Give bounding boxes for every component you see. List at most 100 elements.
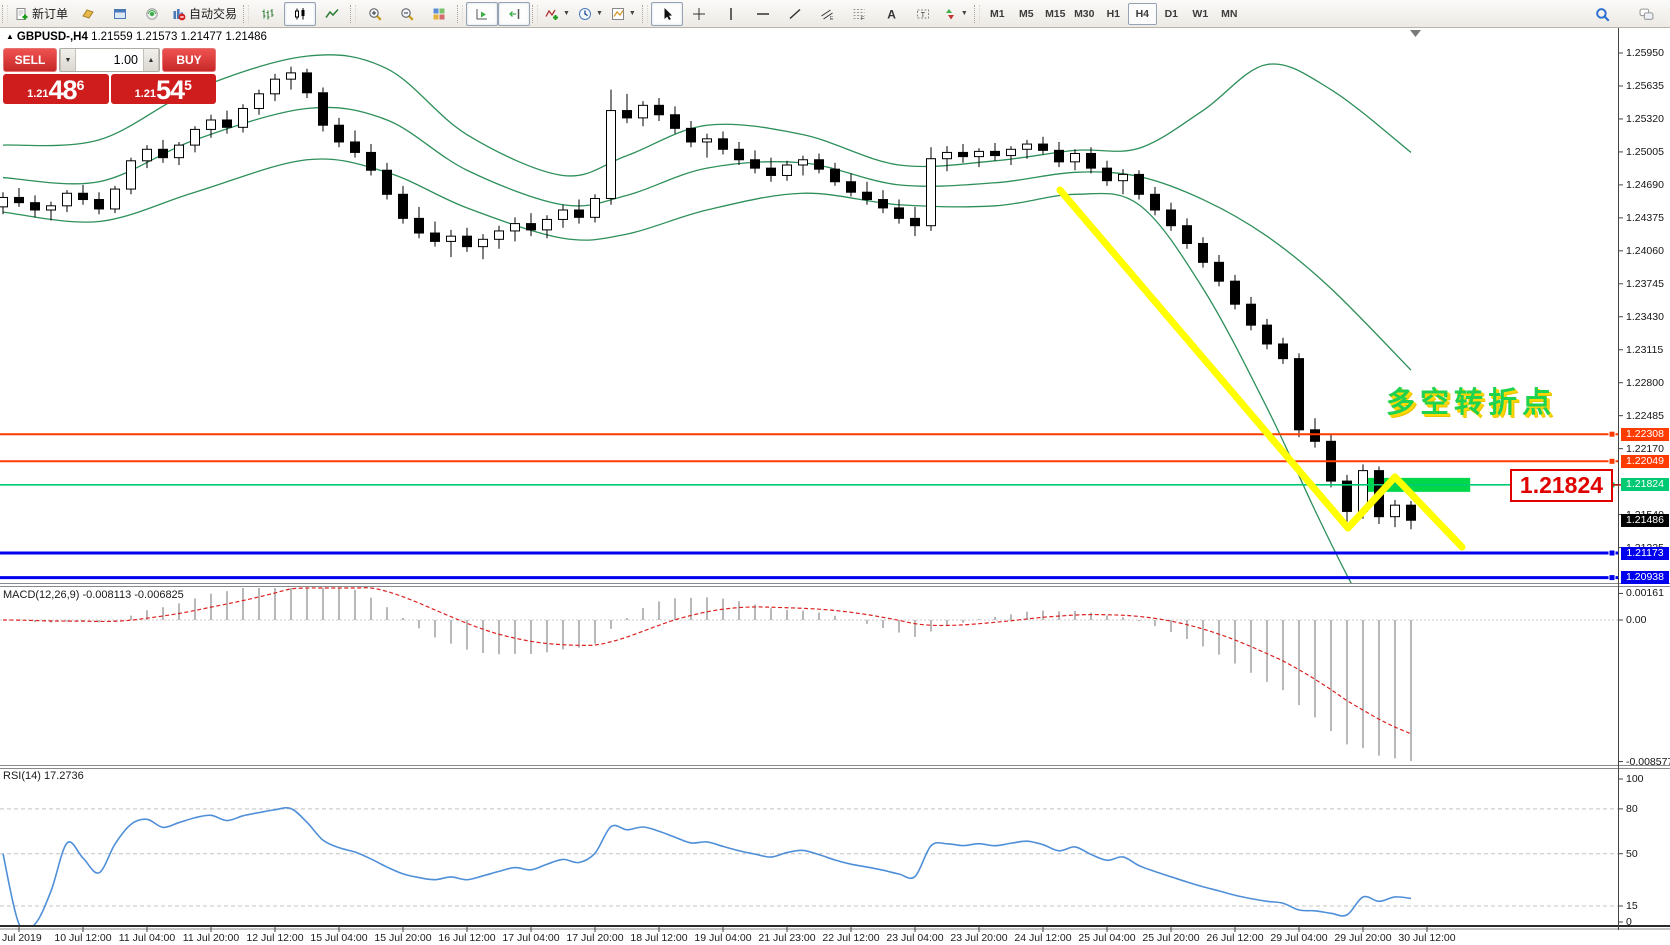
search-button[interactable] bbox=[1586, 2, 1618, 26]
tile-windows-icon bbox=[432, 7, 446, 21]
buy-button[interactable]: BUY bbox=[162, 48, 216, 72]
bollinger-lower bbox=[2, 158, 1352, 583]
periods-dropdown-arrow[interactable]: ▼ bbox=[595, 10, 603, 17]
vertical-line-button[interactable] bbox=[715, 2, 747, 26]
profiles-button[interactable] bbox=[72, 2, 104, 26]
text-label-icon: T bbox=[916, 7, 930, 21]
price-tag: 1.21486 bbox=[1621, 513, 1669, 527]
sell-button[interactable]: SELL bbox=[3, 48, 57, 72]
time-axis-label: 23 Jul 20:00 bbox=[950, 932, 1008, 944]
shapes-dropdown-arrow[interactable]: ▼ bbox=[960, 10, 968, 17]
toolbar-separator bbox=[2, 4, 8, 23]
text-label-button[interactable]: T bbox=[907, 2, 939, 26]
rsi-axis-label: 0 bbox=[1626, 916, 1632, 928]
line-chart-icon bbox=[325, 7, 339, 21]
tile-windows-button[interactable] bbox=[423, 2, 455, 26]
rsi-indicator-label: RSI(14) 17.2736 bbox=[3, 770, 84, 782]
channel-button[interactable]: E bbox=[811, 2, 843, 26]
trendline-object[interactable] bbox=[1056, 186, 1352, 532]
candle-chart-button[interactable] bbox=[284, 1, 317, 26]
timeframe-mn-button[interactable]: MN bbox=[1221, 7, 1238, 20]
chart-shift-marker[interactable] bbox=[1410, 30, 1421, 37]
one-click-collapse-arrow[interactable]: ▲ bbox=[6, 32, 14, 41]
time-axis-label: 22 Jul 12:00 bbox=[822, 932, 880, 944]
fibonacci-button[interactable]: F bbox=[843, 2, 875, 26]
cursor-button[interactable] bbox=[650, 1, 683, 26]
timeframe-m15-button[interactable]: M15 bbox=[1045, 7, 1066, 20]
timeframe-m1-button[interactable]: M1 bbox=[989, 7, 1005, 20]
time-axis-label: 24 Jul 12:00 bbox=[1014, 932, 1072, 944]
time-axis-label: 18 Jul 12:00 bbox=[630, 932, 688, 944]
templates-dropdown-arrow[interactable]: ▼ bbox=[628, 10, 636, 17]
indicators-icon bbox=[545, 7, 559, 21]
symbol-period-label: GBPUSD-,H4 bbox=[16, 31, 88, 43]
auto-scroll-button[interactable] bbox=[466, 1, 499, 26]
buy-price-display[interactable]: 1.21 54 5 bbox=[110, 74, 216, 105]
timeframe-h4-button[interactable]: H4 bbox=[1127, 2, 1157, 25]
buy-price-pips: 54 bbox=[156, 75, 185, 105]
profiles-icon bbox=[81, 7, 95, 21]
price-callout-box[interactable]: 1.21824 bbox=[1510, 469, 1613, 502]
zoom-in-button[interactable] bbox=[359, 2, 391, 26]
rsi-axis-label: 80 bbox=[1626, 802, 1638, 815]
line-chart-button[interactable] bbox=[316, 2, 348, 26]
chat-button[interactable] bbox=[1630, 2, 1662, 26]
chart-shift-button[interactable] bbox=[498, 1, 531, 26]
sell-price-prefix: 1.21 bbox=[27, 88, 49, 100]
macd-axis-label: -0.008577 bbox=[1626, 755, 1670, 768]
shapes-button[interactable]: ▼ bbox=[939, 2, 972, 26]
signals-button[interactable] bbox=[136, 2, 168, 26]
turning-point-annotation[interactable]: 多空转折点 bbox=[1386, 387, 1557, 419]
timeframe-m30-button[interactable]: M30 bbox=[1074, 7, 1095, 20]
timeframe-w1-button[interactable]: W1 bbox=[1192, 7, 1209, 20]
templates-button[interactable]: ▼ bbox=[607, 2, 640, 26]
line-anchor-marker bbox=[1608, 549, 1616, 557]
volume-increase-button[interactable]: ▲ bbox=[143, 49, 159, 71]
periods-button[interactable]: ▼ bbox=[574, 2, 607, 26]
yellow-trendlines bbox=[1056, 186, 1466, 551]
time-axis-label: 17 Jul 04:00 bbox=[502, 932, 560, 944]
trendline-button[interactable] bbox=[779, 2, 811, 26]
trendline-object[interactable] bbox=[1391, 473, 1466, 551]
time-axis-label: Jul 2019 bbox=[2, 932, 42, 944]
time-axis-label: 29 Jul 20:00 bbox=[1334, 932, 1392, 944]
sell-price-point: 6 bbox=[76, 77, 85, 93]
horizontal-line-button[interactable] bbox=[747, 2, 779, 26]
toolbar: 新订单 自动交易 ▼ ▼ ▼ E F A T ▼ M1 M5 M15 M30 H1 H4 D1 W1 MN bbox=[0, 0, 1670, 28]
text-button[interactable]: A bbox=[875, 2, 907, 26]
rsi-axis-label: 100 bbox=[1626, 773, 1644, 785]
price-axis-label: 1.25320 bbox=[1626, 112, 1664, 125]
timeframe-h1-button[interactable]: H1 bbox=[1106, 7, 1120, 20]
periods-icon bbox=[578, 7, 592, 21]
chart-title: ▲ GBPUSD-,H4 1.21559 1.21573 1.21477 1.21… bbox=[6, 31, 267, 43]
price-axis-label: 1.22170 bbox=[1626, 442, 1664, 455]
autotrading-button[interactable]: 自动交易 bbox=[168, 2, 241, 26]
new-order-label: 新订单 bbox=[32, 7, 69, 21]
sell-price-pips: 48 bbox=[48, 75, 78, 105]
market-watch-button[interactable] bbox=[104, 2, 136, 26]
search-icon bbox=[1595, 7, 1609, 21]
macd-indicator-label: MACD(12,26,9) -0.008113 -0.006825 bbox=[3, 589, 184, 601]
crosshair-button[interactable] bbox=[683, 2, 715, 26]
trendline-icon bbox=[788, 7, 802, 21]
candlesticks bbox=[0, 66, 1416, 530]
price-tag: 1.22049 bbox=[1621, 454, 1669, 468]
trendline-object[interactable] bbox=[1344, 473, 1399, 532]
auto-scroll-icon bbox=[475, 7, 489, 21]
volume-input[interactable] bbox=[76, 49, 143, 71]
sell-price-display[interactable]: 1.21 48 6 bbox=[3, 74, 109, 104]
indicators-button[interactable]: ▼ bbox=[541, 2, 574, 26]
toolbar-separator bbox=[243, 4, 250, 23]
bar-chart-button[interactable] bbox=[252, 2, 284, 26]
volume-decrease-button[interactable]: ▼ bbox=[60, 49, 76, 71]
time-axis-label: 29 Jul 04:00 bbox=[1270, 932, 1328, 944]
chat-icon bbox=[1639, 8, 1653, 20]
timeframe-m5-button[interactable]: M5 bbox=[1018, 7, 1034, 20]
timeframe-d1-button[interactable]: D1 bbox=[1164, 7, 1178, 20]
new-order-button[interactable]: 新订单 bbox=[11, 2, 72, 26]
indicators-dropdown-arrow[interactable]: ▼ bbox=[563, 10, 570, 17]
zoom-out-button[interactable] bbox=[391, 2, 423, 26]
time-axis-label: 15 Jul 20:00 bbox=[374, 932, 432, 944]
